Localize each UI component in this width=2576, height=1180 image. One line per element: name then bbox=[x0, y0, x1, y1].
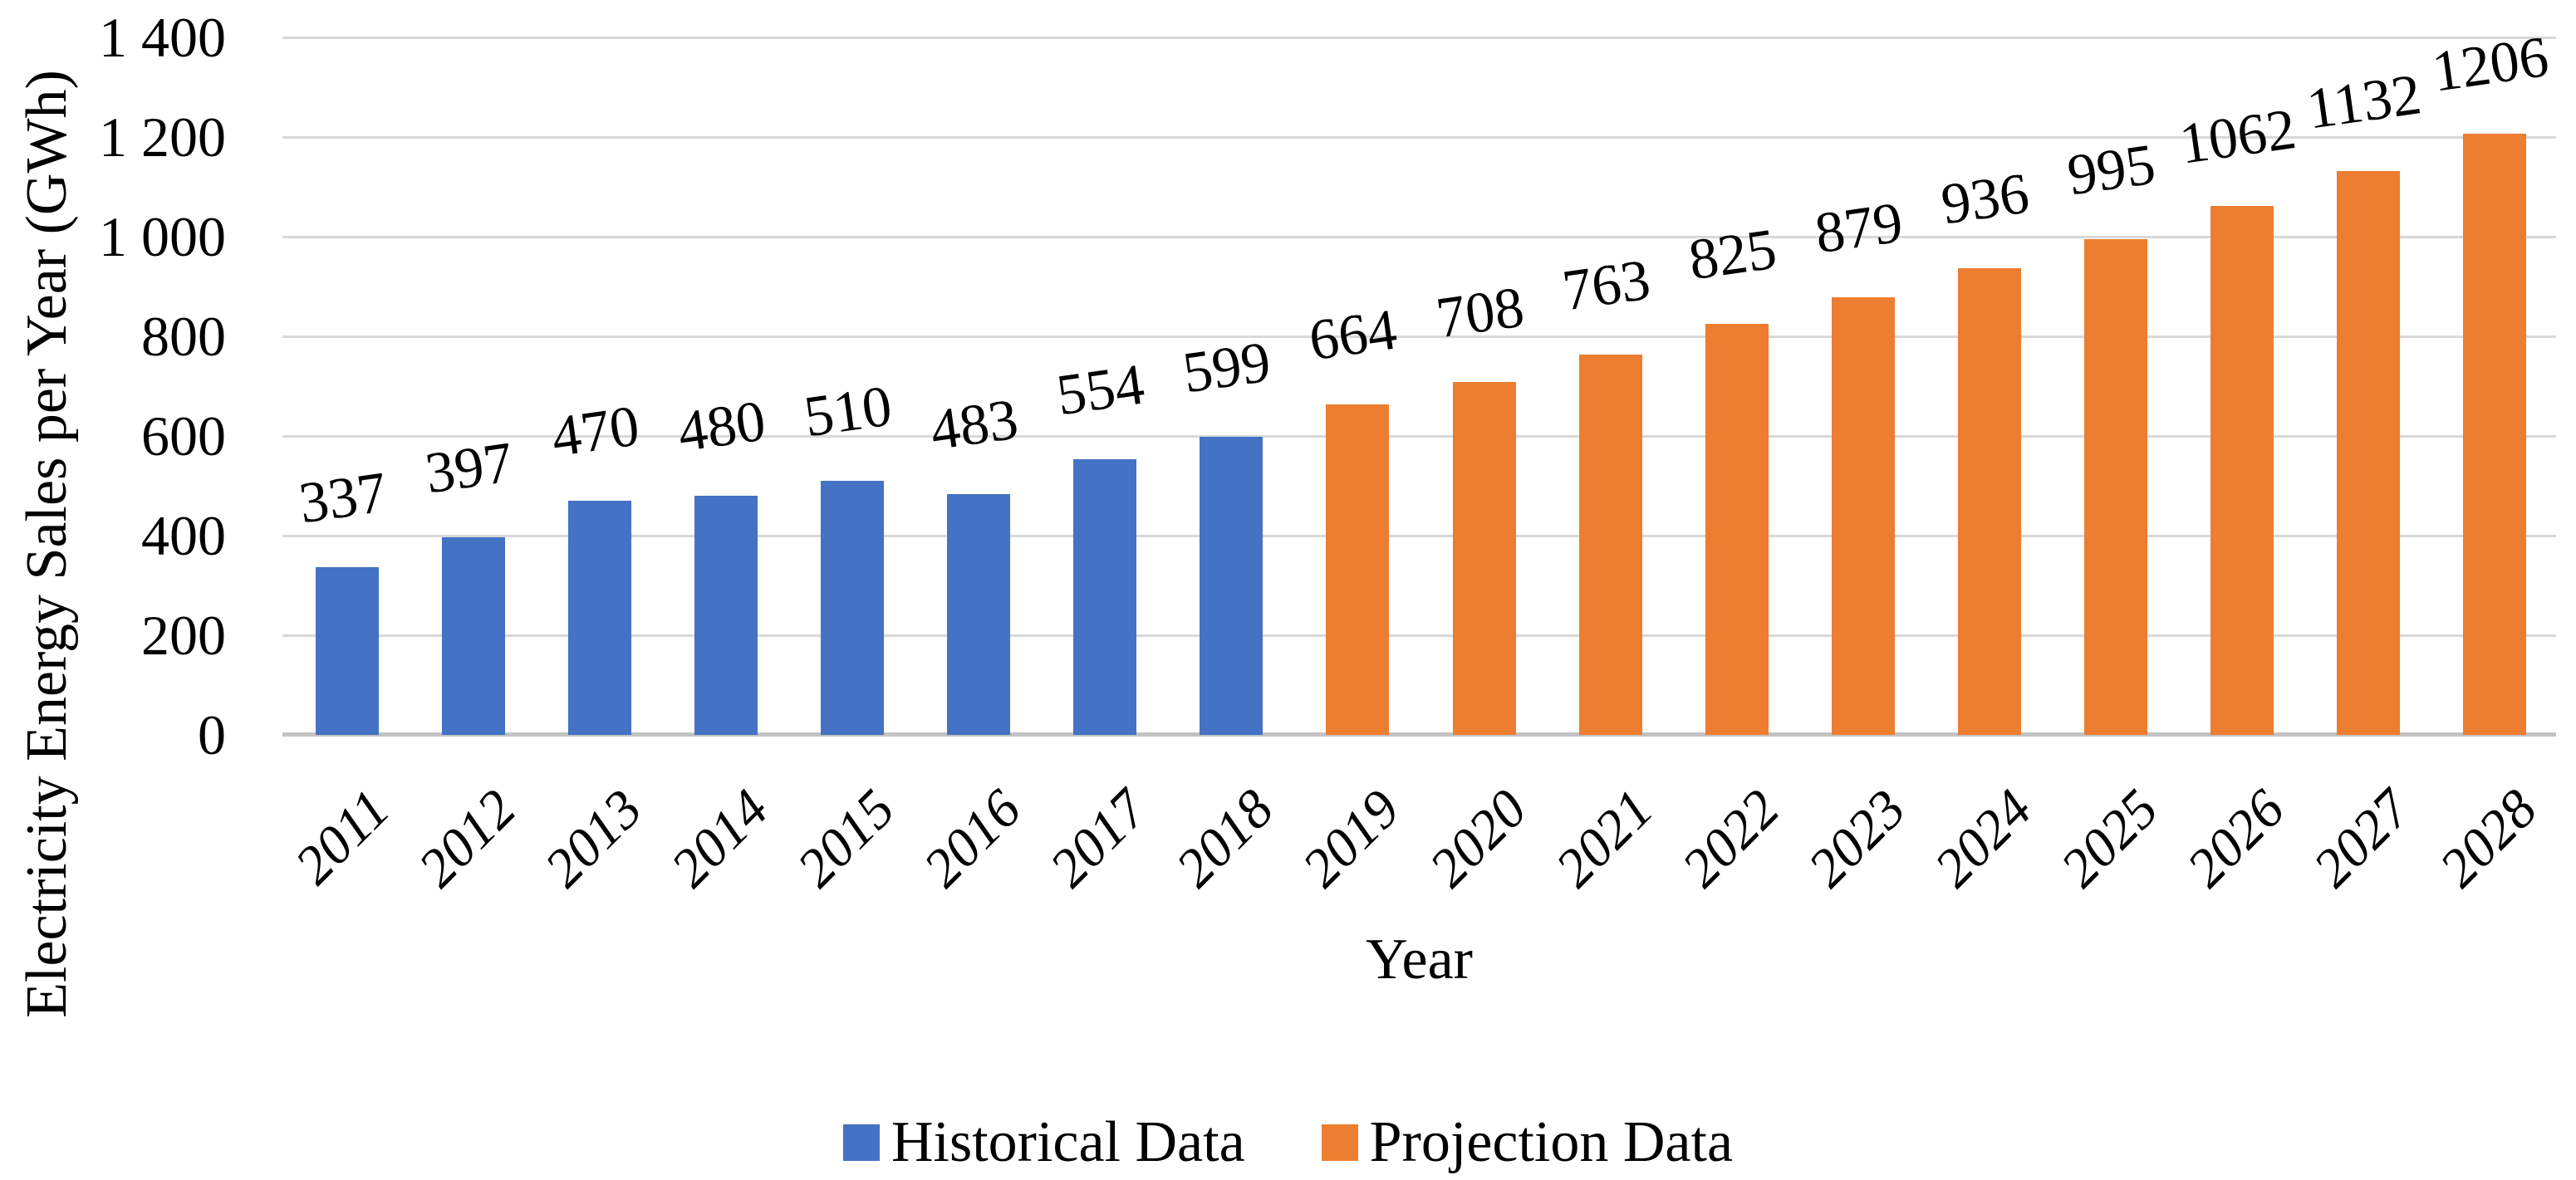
gridline-200 bbox=[282, 634, 2556, 637]
x-tick-2025: 2025 bbox=[2049, 778, 2170, 899]
legend: Historical Data Projection Data bbox=[0, 1109, 2576, 1176]
value-label-2017: 554 bbox=[1052, 352, 1149, 428]
bar-2011 bbox=[316, 566, 379, 735]
x-tick-2023: 2023 bbox=[1796, 778, 1917, 899]
legend-swatch-icon bbox=[842, 1124, 880, 1161]
gridline-600 bbox=[282, 435, 2556, 438]
x-tick-2024: 2024 bbox=[1922, 778, 2044, 899]
y-tick-400: 400 bbox=[141, 504, 226, 567]
legend-item-projection-data: Projection Data bbox=[1321, 1109, 1734, 1176]
x-tick-2012: 2012 bbox=[407, 778, 527, 899]
bar-2016 bbox=[947, 494, 1011, 735]
bar-2014 bbox=[694, 496, 758, 735]
bar-2028 bbox=[2463, 134, 2527, 735]
y-tick-800: 800 bbox=[141, 305, 226, 368]
bar-2023 bbox=[1831, 296, 1895, 735]
plot-area: 337 397 470 480 510 483 554 599 664 708 763 825 879 9… bbox=[282, 25, 2556, 737]
x-tick-2028: 2028 bbox=[2427, 778, 2549, 899]
bar-2026 bbox=[2210, 205, 2274, 735]
x-tick-2027: 2027 bbox=[2301, 778, 2422, 899]
bar-2019 bbox=[1326, 404, 1390, 735]
x-tick-2016: 2016 bbox=[912, 778, 1033, 899]
legend-label: Historical Data bbox=[891, 1110, 1245, 1174]
value-label-2019: 664 bbox=[1305, 297, 1401, 373]
value-label-2015: 510 bbox=[800, 374, 896, 450]
value-label-2018: 599 bbox=[1179, 330, 1275, 405]
gridline-800 bbox=[282, 335, 2556, 338]
bar-2013 bbox=[568, 501, 632, 735]
bar-2017 bbox=[1073, 458, 1137, 735]
gridline-1400 bbox=[282, 37, 2556, 39]
x-tick-2011: 2011 bbox=[283, 778, 401, 896]
y-tick-1200: 1 200 bbox=[99, 105, 226, 169]
value-label-2011: 337 bbox=[295, 460, 391, 536]
y-axis-title: Electricity Energy Sales per Year (GWh) bbox=[15, 70, 79, 1018]
value-label-2013: 470 bbox=[547, 394, 644, 470]
value-label-2024: 936 bbox=[1937, 161, 2033, 237]
x-tick-2020: 2020 bbox=[1417, 778, 1538, 899]
y-tick-1000: 1 000 bbox=[99, 205, 226, 268]
bar-2015 bbox=[821, 481, 885, 735]
value-label-2023: 879 bbox=[1811, 190, 1906, 266]
x-tick-2026: 2026 bbox=[2175, 778, 2296, 899]
legend-label: Projection Data bbox=[1369, 1110, 1734, 1174]
bar-2020 bbox=[1452, 382, 1516, 735]
value-label-2027: 1132 bbox=[2303, 61, 2426, 142]
legend-item-historical-data: Historical Data bbox=[842, 1109, 1245, 1176]
x-tick-2014: 2014 bbox=[660, 778, 781, 899]
y-tick-600: 600 bbox=[141, 404, 226, 468]
value-label-2022: 825 bbox=[1685, 217, 1780, 293]
value-label-2021: 763 bbox=[1558, 247, 1654, 324]
x-tick-2019: 2019 bbox=[1291, 778, 1412, 899]
value-label-2012: 397 bbox=[421, 430, 518, 507]
legend-swatch-icon bbox=[1321, 1124, 1358, 1161]
bar-2022 bbox=[1705, 324, 1769, 735]
y-tick-1400: 1 400 bbox=[99, 6, 226, 69]
value-label-2016: 483 bbox=[926, 387, 1023, 463]
bar-2012 bbox=[442, 536, 506, 735]
bar-2025 bbox=[2083, 239, 2147, 735]
x-tick-2017: 2017 bbox=[1038, 778, 1160, 899]
value-label-2014: 480 bbox=[674, 389, 770, 465]
value-label-2020: 708 bbox=[1431, 275, 1528, 351]
value-label-2025: 995 bbox=[2063, 132, 2159, 208]
y-tick-0: 0 bbox=[198, 703, 226, 766]
y-tick-200: 200 bbox=[141, 604, 226, 667]
bar-2027 bbox=[2336, 170, 2400, 735]
x-axis-line bbox=[282, 732, 2556, 737]
value-label-2026: 1062 bbox=[2175, 96, 2300, 177]
x-tick-2021: 2021 bbox=[1543, 778, 1665, 899]
gridline-1200 bbox=[282, 136, 2556, 139]
x-tick-2022: 2022 bbox=[1670, 778, 1791, 899]
bar-2021 bbox=[1578, 355, 1642, 735]
gridline-400 bbox=[282, 535, 2556, 537]
x-tick-2018: 2018 bbox=[1165, 778, 1286, 899]
bar-2018 bbox=[1200, 436, 1263, 735]
x-axis-title: Year bbox=[1366, 928, 1473, 991]
bar-2024 bbox=[1957, 268, 2021, 735]
x-tick-2013: 2013 bbox=[533, 778, 655, 899]
value-label-2028: 1206 bbox=[2428, 25, 2553, 105]
x-tick-2015: 2015 bbox=[786, 778, 907, 899]
gridline-1000 bbox=[282, 236, 2556, 238]
